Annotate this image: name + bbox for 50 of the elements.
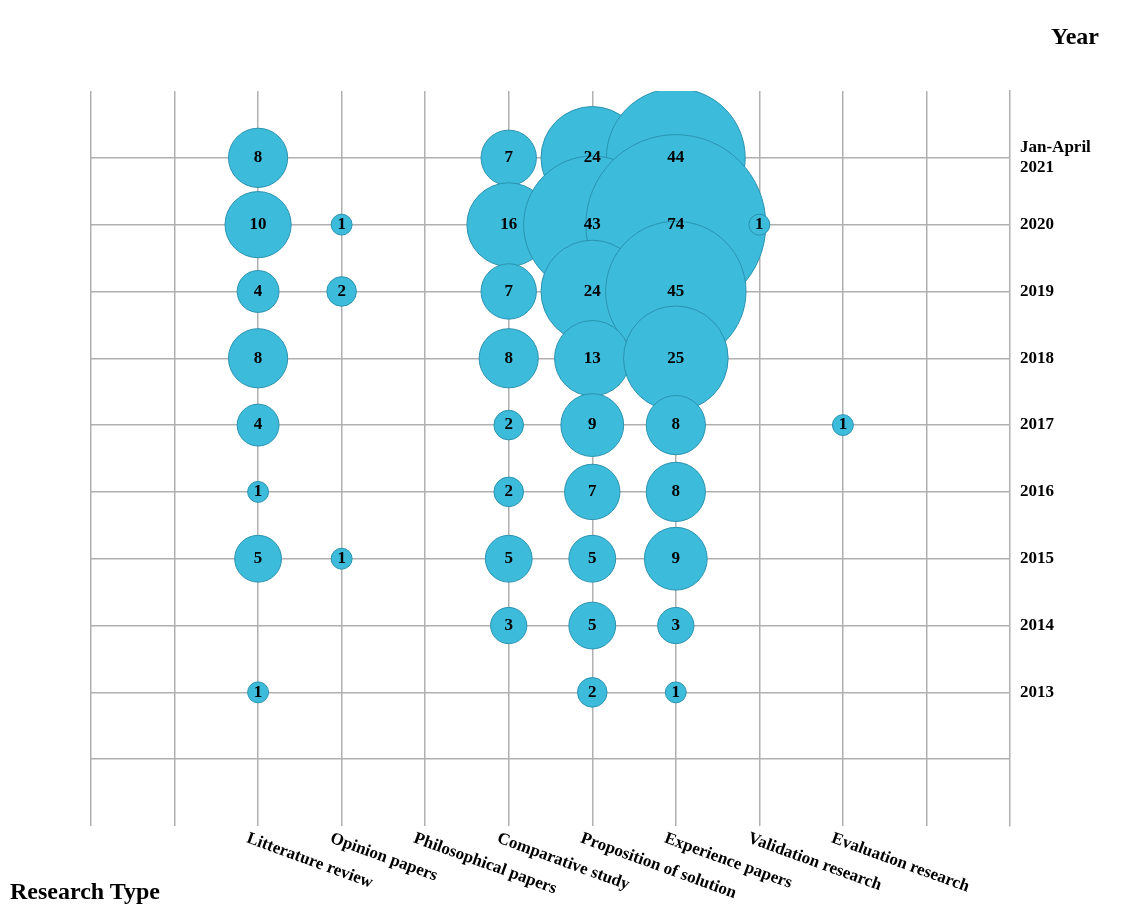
data-label: 13 xyxy=(583,347,601,367)
y-tick-label: Jan-April 2021 xyxy=(1020,137,1092,177)
data-label: 1 xyxy=(671,681,681,701)
data-label: 1 xyxy=(253,681,263,701)
data-label: 16 xyxy=(500,214,518,234)
y-tick-label: 2020 xyxy=(1020,214,1054,234)
data-label: 1 xyxy=(253,481,263,501)
data-label: 8 xyxy=(671,481,681,501)
data-label: 9 xyxy=(588,414,597,434)
x-axis-title: Research Type xyxy=(10,878,161,905)
data-label: 2 xyxy=(337,280,346,300)
data-label: 43 xyxy=(583,214,601,234)
data-label: 2 xyxy=(504,481,513,501)
data-label: 24 xyxy=(583,280,602,300)
data-label: 5 xyxy=(588,548,597,568)
data-label: 8 xyxy=(253,347,263,367)
y-tick-label: 2015 xyxy=(1020,548,1054,568)
data-label: 5 xyxy=(588,614,597,634)
y-tick-label: 2018 xyxy=(1020,347,1054,367)
data-label: 7 xyxy=(588,481,598,501)
data-label: 44 xyxy=(667,147,685,167)
data-label: 2 xyxy=(504,414,513,434)
data-label: 10 xyxy=(249,214,267,234)
data-label: 2 xyxy=(588,681,597,701)
data-label: 8 xyxy=(253,147,263,167)
data-label: 8 xyxy=(504,347,513,367)
data-label: 5 xyxy=(504,548,513,568)
data-label: 7 xyxy=(504,147,514,167)
data-label: 1 xyxy=(337,548,346,568)
data-label: 3 xyxy=(504,614,513,634)
y-tick-label: 2017 xyxy=(1020,414,1055,434)
data-label: 1 xyxy=(337,214,346,234)
data-label: 45 xyxy=(667,280,685,300)
y-tick-label: 2016 xyxy=(1020,481,1054,501)
data-label: 1 xyxy=(838,414,848,434)
data-label: 1 xyxy=(755,214,764,234)
y-tick-label: 2013 xyxy=(1020,681,1054,701)
data-label: 25 xyxy=(667,347,685,367)
data-label: 7 xyxy=(504,280,514,300)
data-label: 9 xyxy=(671,548,681,568)
y-axis-title: Year xyxy=(1051,23,1100,50)
data-label: 4 xyxy=(253,280,263,300)
data-label: 74 xyxy=(667,214,685,234)
data-label: 24 xyxy=(583,147,602,167)
data-label: 8 xyxy=(671,414,681,434)
y-tick-label: 2014 xyxy=(1020,614,1055,634)
y-tick-label: 2019 xyxy=(1020,280,1054,300)
data-label: 5 xyxy=(253,548,263,568)
data-label: 3 xyxy=(671,614,681,634)
data-label: 4 xyxy=(253,414,263,434)
